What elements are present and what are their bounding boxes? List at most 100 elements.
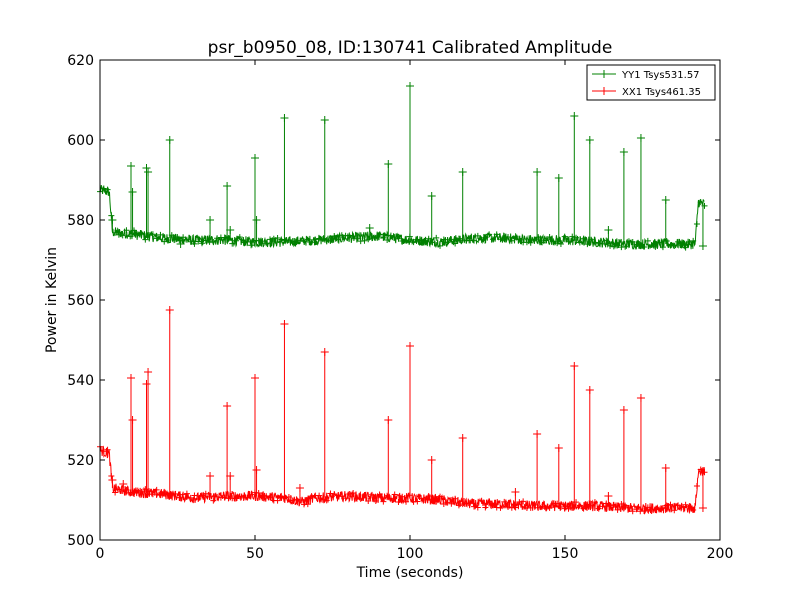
data-point (569, 504, 576, 511)
spike-marker (128, 416, 137, 424)
spike-marker (533, 430, 542, 438)
spike-marker (511, 488, 520, 496)
data-point (338, 493, 345, 500)
data-point (236, 493, 243, 500)
data-point (180, 491, 187, 498)
data-point (501, 498, 508, 505)
data-point (183, 490, 190, 497)
data-point (274, 235, 281, 242)
spike-marker (252, 466, 261, 474)
data-point (505, 504, 512, 511)
data-point (104, 446, 111, 453)
data-point (663, 238, 670, 245)
data-point (448, 236, 455, 243)
data-point (142, 236, 149, 243)
data-point (327, 490, 334, 497)
series-0 (97, 82, 708, 251)
data-point (482, 234, 489, 241)
spike-marker (127, 162, 135, 170)
data-point (463, 500, 470, 507)
data-point (331, 491, 338, 498)
spike-marker (206, 472, 215, 480)
spike-marker (320, 116, 329, 124)
data-point (384, 236, 391, 243)
data-point (123, 486, 130, 493)
spike-marker (698, 242, 707, 250)
spike-marker (365, 224, 374, 232)
data-point (289, 238, 296, 245)
data-point (108, 212, 115, 219)
data-point (229, 240, 236, 247)
y-tick-label: 540 (67, 373, 94, 389)
data-point (622, 502, 629, 509)
data-point (425, 492, 432, 499)
data-point (267, 494, 274, 501)
data-point (686, 503, 693, 510)
data-point (497, 504, 504, 511)
data-point (584, 241, 591, 248)
data-point (191, 492, 198, 499)
data-point (119, 487, 126, 494)
data-point (444, 239, 451, 246)
data-point (403, 237, 410, 244)
x-tick-label: 200 (707, 546, 734, 562)
chart-title: psr_b0950_08, ID:130741 Calibrated Ampli… (208, 38, 613, 58)
data-point (112, 489, 119, 496)
data-point (335, 236, 342, 243)
y-axis-label: Power in Kelvin (44, 247, 60, 353)
data-point (395, 235, 402, 242)
data-point (233, 495, 240, 502)
data-point (221, 494, 228, 501)
data-point (134, 487, 141, 494)
y-tick-label: 500 (67, 533, 94, 549)
data-point (489, 502, 496, 509)
data-point (115, 486, 122, 493)
data-point (187, 494, 194, 501)
spike-marker (251, 374, 259, 382)
data-point (210, 238, 217, 245)
data-point (678, 242, 685, 249)
data-point (629, 238, 636, 245)
data-point (682, 244, 689, 251)
data-point (414, 236, 421, 243)
data-point (610, 243, 617, 250)
data-point (550, 238, 557, 245)
data-point (682, 501, 689, 508)
data-point (165, 237, 172, 244)
data-point (588, 502, 595, 509)
data-point (671, 243, 678, 250)
y-tick-label: 600 (67, 133, 94, 149)
data-point (474, 504, 481, 511)
spike-marker (223, 182, 232, 190)
data-point (210, 497, 217, 504)
data-point (142, 486, 149, 493)
data-point (501, 235, 508, 242)
spike-marker (165, 136, 174, 144)
data-point (505, 233, 512, 240)
data-point (489, 236, 496, 243)
data-point (527, 504, 534, 511)
data-point (444, 499, 451, 506)
data-point (172, 234, 179, 241)
data-point (697, 199, 704, 206)
spike-marker (406, 342, 414, 350)
data-point (418, 237, 425, 244)
data-point (384, 492, 391, 499)
data-point (591, 499, 598, 506)
data-point (131, 227, 138, 234)
data-point (346, 491, 353, 498)
spike-marker (661, 196, 670, 204)
data-point (633, 506, 640, 513)
spike-marker (570, 112, 579, 120)
data-point (153, 235, 160, 242)
y-tick-label: 520 (67, 453, 94, 469)
data-point (380, 234, 387, 241)
data-point (535, 504, 542, 511)
data-point (557, 504, 564, 511)
data-point (376, 491, 383, 498)
data-point (263, 240, 270, 247)
data-point (565, 238, 572, 245)
data-point (516, 499, 523, 506)
ticks-layer: 0 50 100 150 200 500 520 540 560 580 600 620 (67, 53, 733, 562)
data-point (357, 495, 364, 502)
